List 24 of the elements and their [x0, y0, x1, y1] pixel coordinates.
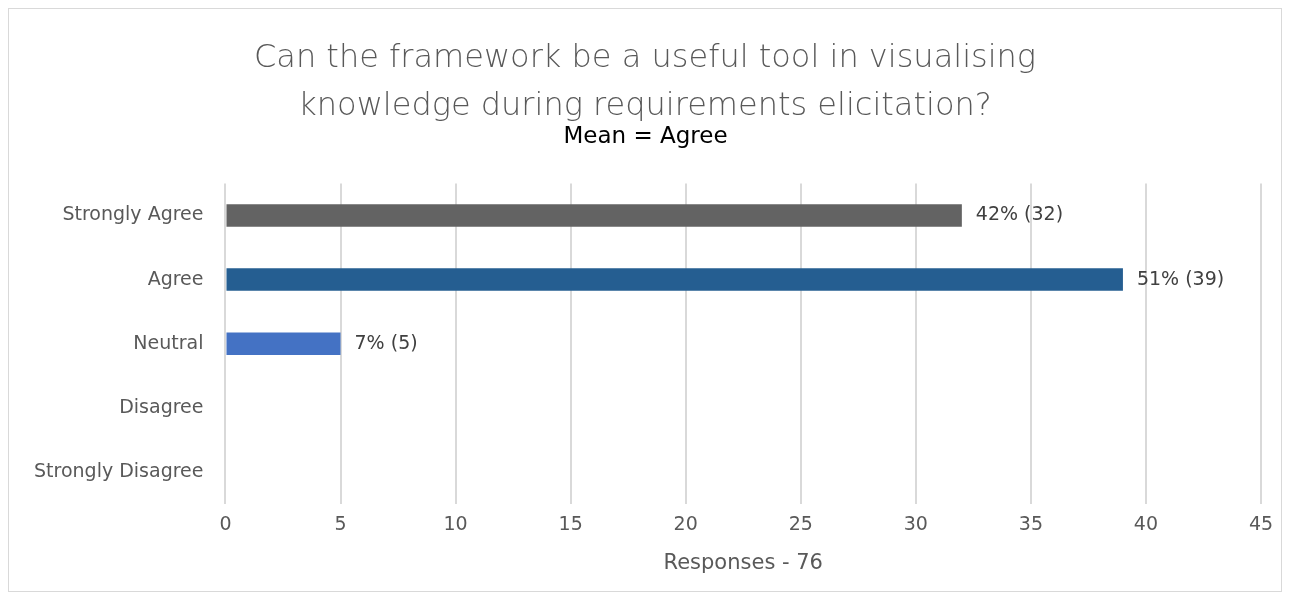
- y-tick-label: Neutral: [133, 330, 204, 353]
- chart-title: Can the framework be a useful tool in visualising knowledge during requirements elicitation?: [252, 36, 1038, 125]
- bar: [226, 268, 1123, 291]
- bar: [226, 204, 962, 227]
- bar: [226, 332, 341, 355]
- x-tick-label: 15: [558, 512, 583, 535]
- y-tick-label: Agree: [147, 266, 204, 289]
- data-label: 51% (39): [1136, 266, 1225, 289]
- x-axis-title: Responses - 76: [663, 549, 823, 574]
- x-tick-label: 10: [443, 512, 468, 535]
- x-tick-label: 5: [334, 512, 347, 535]
- y-tick-label: Disagree: [119, 394, 204, 417]
- x-tick-label: 25: [788, 512, 813, 535]
- x-tick-label: 35: [1018, 512, 1043, 535]
- x-tick-label: 20: [673, 512, 698, 535]
- data-label: 42% (32): [975, 202, 1064, 225]
- y-tick-label: Strongly Agree: [62, 202, 204, 225]
- data-label: 7% (5): [354, 330, 418, 353]
- chart-subtitle: Mean = Agree: [562, 122, 729, 148]
- x-tick-label: 45: [1248, 512, 1274, 535]
- x-tick-label: 30: [903, 512, 928, 535]
- x-tick-label: 40: [1133, 512, 1159, 535]
- y-tick-label: Strongly Disagree: [33, 458, 204, 481]
- x-tick-label: 0: [219, 512, 232, 535]
